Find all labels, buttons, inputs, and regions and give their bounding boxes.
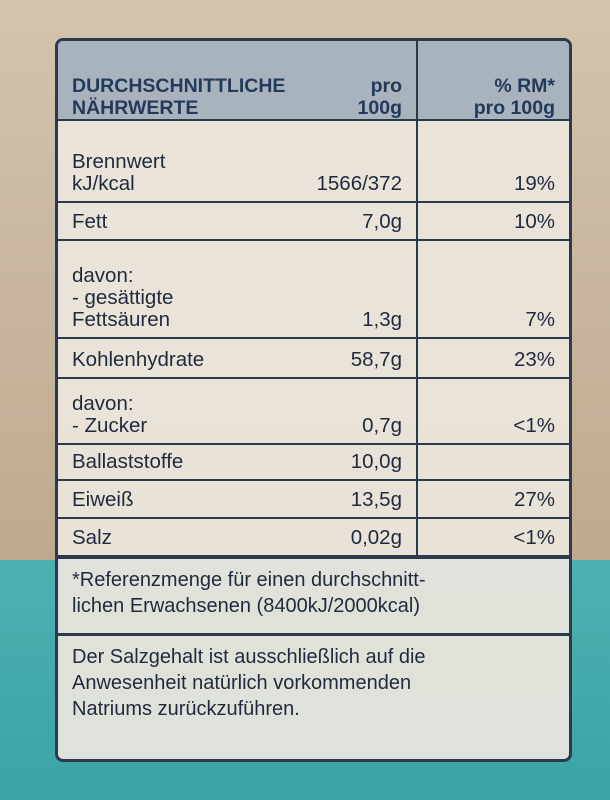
nutrient-cell: davon: - gesättigte Fettsäuren 1,3g [58, 239, 418, 339]
nutrient-name: Brennwert kJ/kcal [72, 150, 166, 195]
nutrient-cell: Kohlenhydrate 58,7g [58, 337, 418, 379]
header-per100g-label: pro 100g [357, 75, 402, 119]
table-row: davon: - gesättigte Fettsäuren 1,3g 7% [58, 239, 569, 339]
table-row: Brennwert kJ/kcal 1566/372 19% [58, 119, 569, 203]
nutrient-name: davon: - Zucker [72, 392, 148, 437]
nutrient-value: 0,7g [362, 414, 402, 437]
nutrition-facts-panel: DURCHSCHNITTLICHE NÄHRWERTE pro 100g % R… [55, 38, 572, 762]
table-row: Ballaststoffe 10,0g [58, 443, 569, 481]
reference-footnote-text: *Referenzmenge für einen durchschnitt- l… [72, 569, 426, 617]
reference-intake-percent: 10% [416, 201, 569, 241]
nutrient-cell: Brennwert kJ/kcal 1566/372 [58, 119, 418, 203]
nutrient-name: Eiweiß [72, 488, 134, 511]
nutrient-name: Kohlenhydrate [72, 348, 205, 371]
nutrient-cell: davon: - Zucker 0,7g [58, 377, 418, 445]
nutrient-cell: Salz 0,02g [58, 517, 418, 557]
nutrient-value: 13,5g [350, 488, 402, 511]
header-nutrients-cell: DURCHSCHNITTLICHE NÄHRWERTE pro 100g [58, 41, 417, 121]
nutrient-value: 1,3g [362, 308, 402, 331]
nutrient-name: davon: - gesättigte Fettsäuren [72, 264, 174, 331]
nutrient-value: 0,02g [350, 526, 402, 549]
nutrient-cell: Eiweiß 13,5g [58, 479, 418, 519]
nutrition-table: DURCHSCHNITTLICHE NÄHRWERTE pro 100g % R… [58, 41, 569, 557]
nutrient-name: Ballaststoffe [72, 450, 184, 473]
nutrient-value: 1566/372 [316, 172, 402, 195]
header-nutrients-label: DURCHSCHNITTLICHE NÄHRWERTE [72, 75, 286, 119]
reference-footnote: *Referenzmenge für einen durchschnitt- l… [58, 557, 569, 629]
reference-intake-percent: <1% [416, 517, 569, 557]
header-rm-label: % RM* pro 100g [416, 41, 569, 121]
reference-intake-percent: 27% [416, 479, 569, 519]
salt-note: Der Salzgehalt ist ausschließlich auf di… [58, 633, 569, 732]
reference-intake-percent: 23% [416, 337, 569, 379]
reference-intake-percent [416, 443, 569, 481]
nutrient-cell: Fett 7,0g [58, 201, 418, 241]
table-header-row: DURCHSCHNITTLICHE NÄHRWERTE pro 100g % R… [58, 41, 569, 121]
nutrient-name: Salz [72, 526, 112, 549]
reference-intake-percent: 19% [416, 119, 569, 203]
table-row: davon: - Zucker 0,7g <1% [58, 377, 569, 445]
nutrient-value: 7,0g [362, 210, 402, 233]
table-row: Eiweiß 13,5g 27% [58, 479, 569, 519]
nutrient-name: Fett [72, 210, 108, 233]
salt-note-text: Der Salzgehalt ist ausschließlich auf di… [72, 646, 426, 720]
table-row: Salz 0,02g <1% [58, 517, 569, 557]
nutrient-value: 58,7g [350, 348, 402, 371]
nutrient-value: 10,0g [350, 450, 402, 473]
reference-intake-percent: 7% [416, 239, 569, 339]
reference-intake-percent: <1% [416, 377, 569, 445]
table-row: Kohlenhydrate 58,7g 23% [58, 337, 569, 379]
nutrient-cell: Ballaststoffe 10,0g [58, 443, 418, 481]
table-row: Fett 7,0g 10% [58, 201, 569, 241]
